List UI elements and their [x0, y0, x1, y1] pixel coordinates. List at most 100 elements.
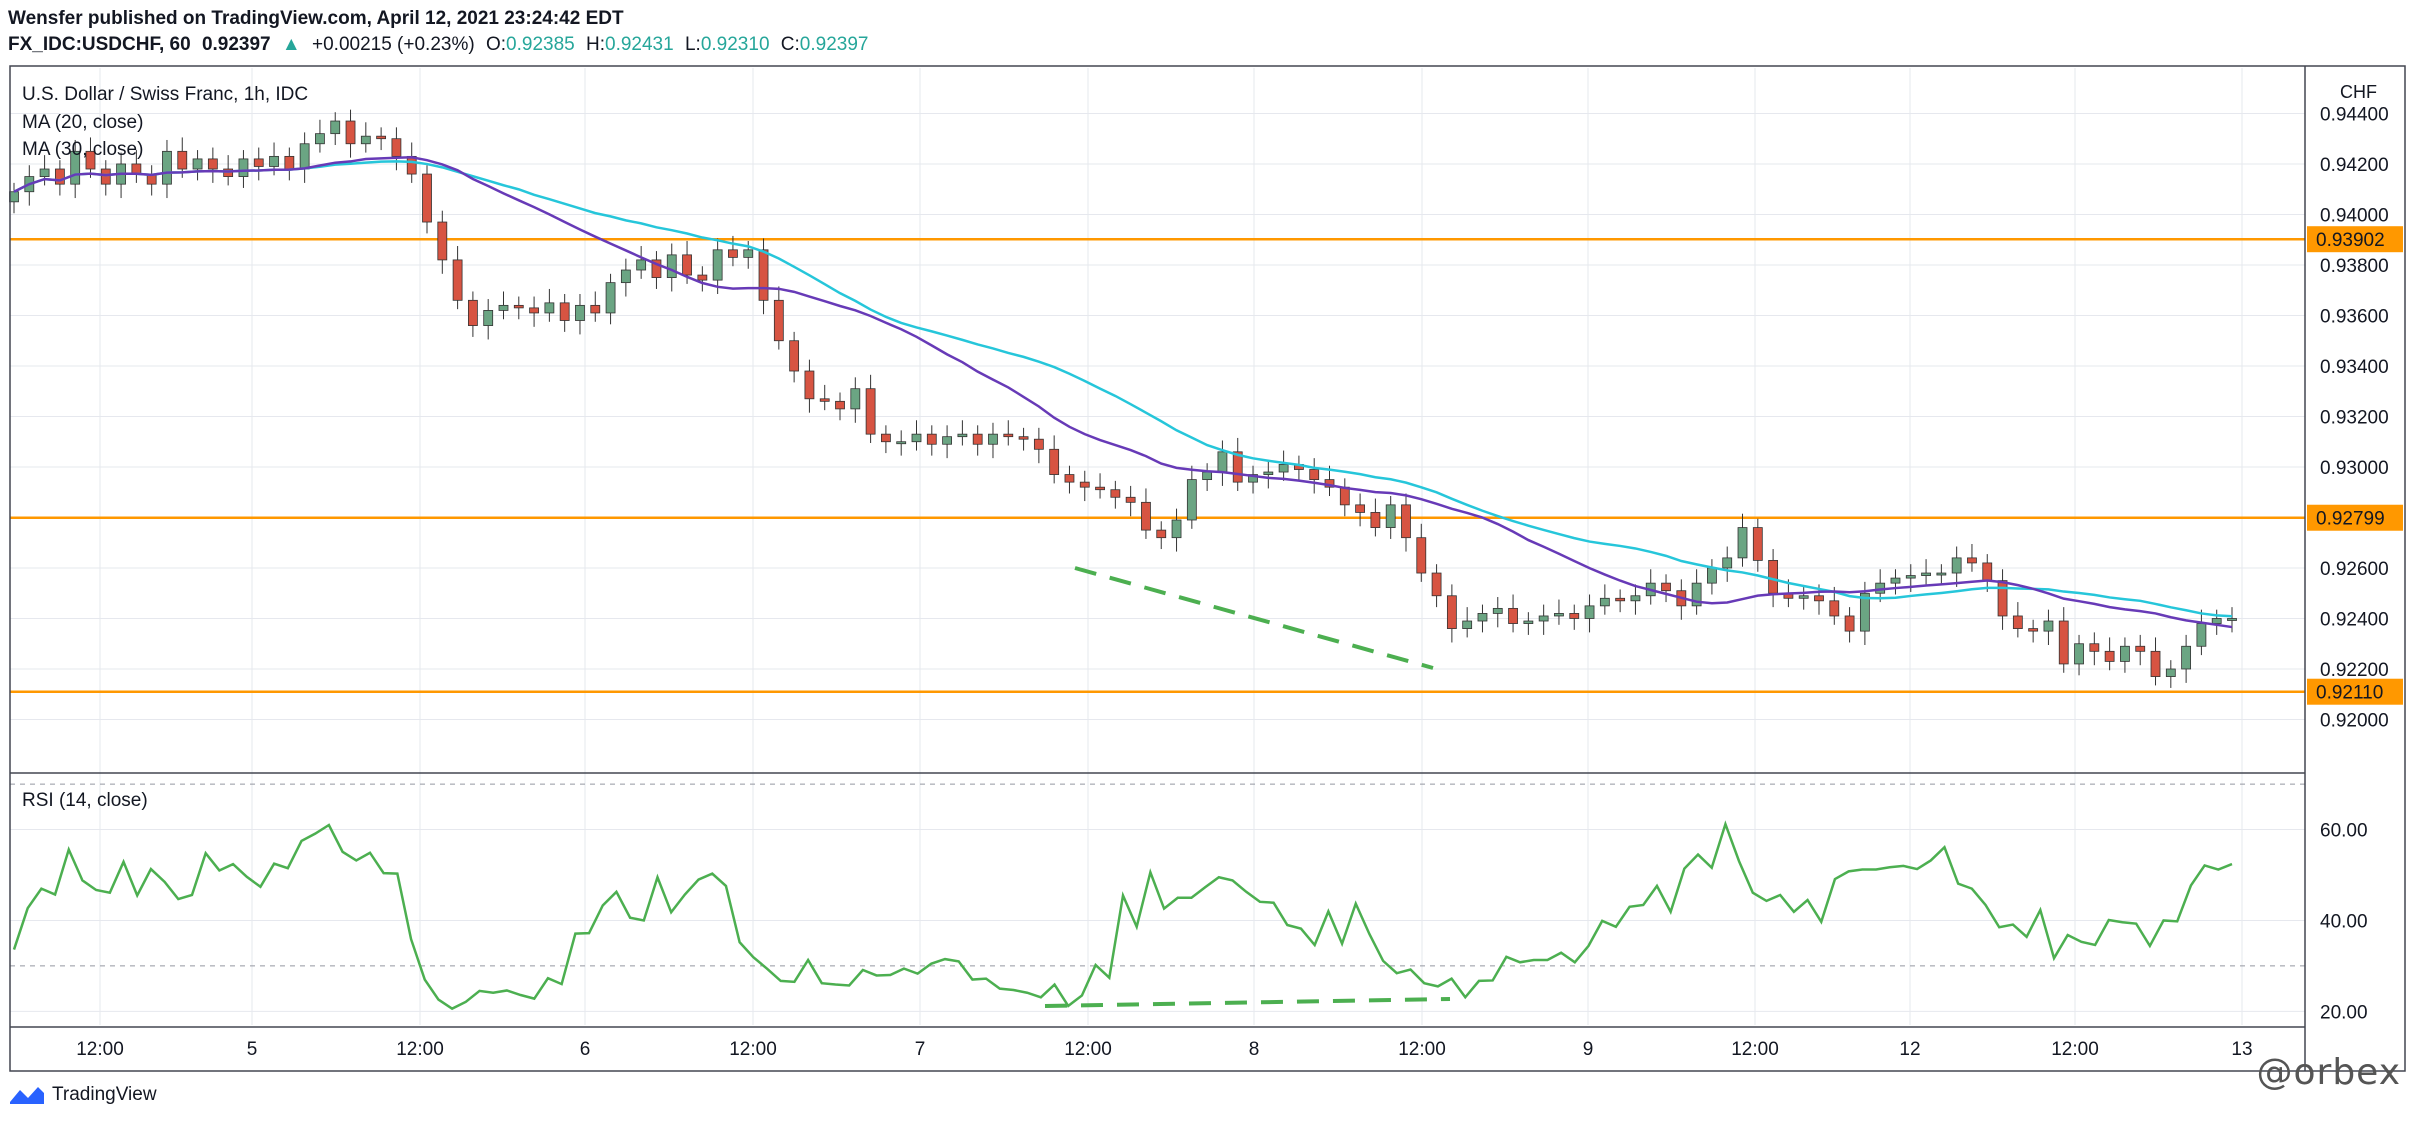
candle-body: [1859, 592, 1870, 632]
candle-body: [988, 433, 998, 445]
candle-body: [1446, 595, 1457, 629]
high-value: 0.92431: [605, 34, 674, 55]
candles: [9, 109, 2237, 688]
candle-body: [1309, 469, 1320, 481]
candle-body: [1829, 600, 1840, 617]
candle-body: [1217, 451, 1228, 473]
candle-body: [1707, 567, 1717, 584]
candle-body: [483, 310, 494, 326]
candle-body: [452, 259, 463, 301]
candle-body: [253, 158, 264, 167]
candle-body: [1661, 582, 1671, 592]
publisher-line: Wensfer published on TradingView.com, Ap…: [8, 8, 624, 29]
price-change: +0.00215 (+0.23%): [312, 34, 475, 55]
x-tick-label: 12: [1899, 1039, 1920, 1060]
y-tick-label: 0.93400: [2320, 357, 2389, 378]
candle-body: [315, 133, 325, 145]
candle-body: [651, 259, 662, 278]
candle-body: [1905, 575, 1916, 579]
candle-body: [1584, 605, 1595, 619]
candle-body: [299, 143, 310, 170]
level-tag: [2307, 678, 2403, 705]
candle-body: [728, 249, 738, 258]
candle-body: [1768, 560, 1779, 594]
candle-body: [345, 120, 356, 145]
candle-body: [2135, 645, 2146, 652]
candle-body: [1615, 597, 1626, 602]
candle-body: [1523, 620, 1534, 624]
level-tag: [2307, 226, 2403, 253]
candle-body: [896, 441, 907, 445]
last-price: 0.92397: [201, 34, 271, 55]
candle-body: [1003, 433, 1014, 438]
candle-body: [682, 254, 692, 276]
candle-body: [636, 259, 647, 271]
candle-body: [2058, 620, 2069, 665]
candle-body: [1462, 620, 1473, 629]
currency-label: CHF: [2340, 82, 2377, 102]
candle-body: [2028, 628, 2039, 632]
y-tick-label: 0.93000: [2320, 458, 2389, 479]
rsi-tick-label: 40.00: [2320, 911, 2368, 932]
candle-body: [1814, 595, 1824, 602]
horizontal-levels: 0.93902 0.92799 0.92110: [10, 226, 2403, 705]
y-tick-label: 0.92000: [2320, 710, 2389, 731]
candle-body: [1385, 504, 1396, 528]
candle-body: [773, 299, 784, 342]
candle-body: [1691, 582, 1702, 607]
x-tick-label: 12:00: [1398, 1039, 1446, 1060]
candle-body: [2120, 645, 2130, 662]
candle-body: [620, 269, 631, 284]
x-tick-label: 12:00: [1731, 1039, 1779, 1060]
candle-body: [422, 173, 432, 223]
candle-body: [1263, 471, 1274, 475]
candle-body: [1401, 504, 1411, 539]
candle-body: [881, 433, 891, 443]
axes: 12:00 5 12:00 6 12:00 7 12:00 8 12:00 9 12:00 12 12:…: [9, 65, 2406, 1072]
close-value: 0.92397: [799, 34, 869, 55]
candle-body: [1416, 537, 1427, 574]
candle-body: [238, 158, 249, 177]
candle-body: [1033, 438, 1044, 450]
candle-body: [162, 150, 172, 185]
chart-title: U.S. Dollar / Swiss Franc, 1h, IDC: [22, 84, 308, 105]
high-label: H:: [586, 34, 605, 55]
candle-body: [865, 388, 876, 435]
y-tick-label: 0.92200: [2320, 660, 2389, 681]
chart-grid: [10, 68, 2305, 1025]
x-tick-label: 7: [915, 1039, 926, 1060]
candle-body: [207, 158, 218, 170]
candle-body: [1125, 496, 1136, 503]
candle-body: [2043, 620, 2054, 632]
legend-entry: MA (30, close): [22, 139, 143, 160]
y-tick-label: 0.94200: [2320, 155, 2389, 176]
candle-body: [1967, 557, 1977, 564]
candle-body: [2211, 618, 2222, 624]
candle-body: [1538, 615, 1549, 622]
legend-entry: MA (20, close): [22, 112, 143, 133]
level-label: 0.93902: [2316, 230, 2385, 251]
candle-body: [942, 436, 952, 445]
candle-body: [1049, 448, 1060, 475]
candle-body: [590, 304, 601, 314]
candle-body: [1921, 572, 1931, 576]
candle-body: [544, 302, 555, 314]
trend-drawings: [1044, 566, 1451, 1008]
candle-body: [376, 135, 387, 140]
candle-body: [2165, 668, 2176, 677]
candle-body: [1370, 512, 1381, 528]
candle-body: [1599, 597, 1610, 607]
y-tick-label: 0.94000: [2320, 205, 2389, 226]
candle-body: [1095, 486, 1105, 491]
rsi-tick-label: 60.00: [2320, 821, 2368, 842]
tradingview-brand: TradingView: [52, 1084, 157, 1105]
symbol-label: FX_IDC:USDCHF, 60: [8, 34, 191, 55]
y-tick-label: 0.93200: [2320, 407, 2389, 428]
rsi-label: RSI (14, close): [22, 790, 148, 811]
y-tick-label: 0.92600: [2320, 559, 2389, 580]
footer[interactable]: TradingView: [8, 1084, 157, 1106]
candle-body: [1844, 615, 1855, 632]
candle-body: [498, 304, 509, 311]
candle-body: [1569, 613, 1580, 619]
candle-body: [1554, 613, 1564, 617]
